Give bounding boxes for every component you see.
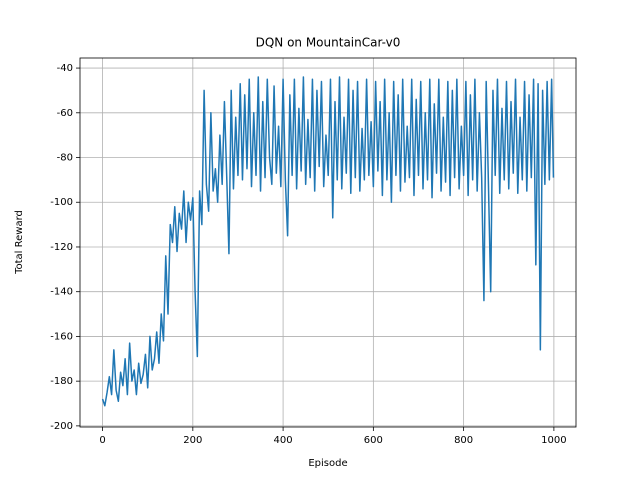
- x-tick-label: 200: [183, 435, 202, 446]
- x-axis-label: Episode: [308, 458, 347, 469]
- x-tick-label: 800: [454, 435, 473, 446]
- x-tick-label: 0: [99, 435, 105, 446]
- y-tick-label: -100: [50, 197, 73, 208]
- y-tick-label: -120: [50, 242, 73, 253]
- x-tick-label: 400: [274, 435, 293, 446]
- y-tick-label: -60: [57, 108, 73, 119]
- y-axis-label: Total Reward: [14, 210, 25, 275]
- y-tick-label: -140: [50, 287, 73, 298]
- y-tick-label: -180: [50, 376, 73, 387]
- plot-frame: [79, 57, 577, 428]
- y-tick-label: -80: [57, 153, 73, 164]
- x-tick-label: 600: [364, 435, 383, 446]
- y-tick-label: -160: [50, 331, 73, 342]
- chart-title: DQN on MountainCar-v0: [256, 36, 401, 50]
- y-tick-label: -40: [57, 63, 73, 74]
- y-tick-label: -200: [50, 421, 73, 432]
- line-series: [101, 76, 555, 407]
- x-tick-label: 1000: [541, 435, 566, 446]
